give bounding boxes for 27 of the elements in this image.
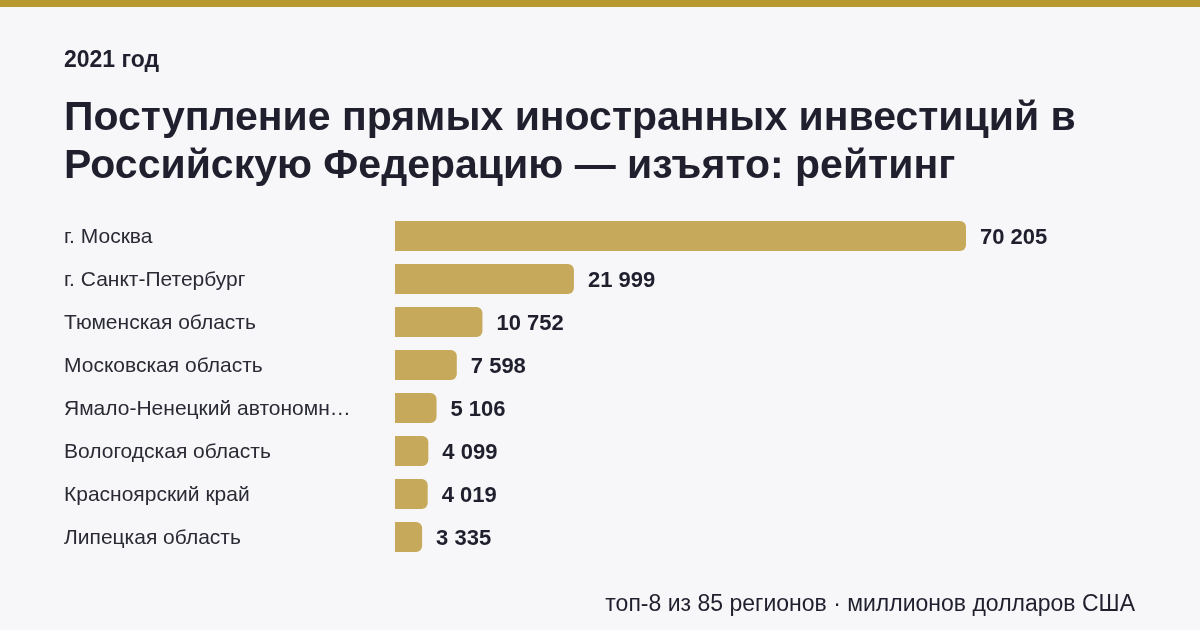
bar — [395, 264, 574, 294]
bar — [395, 479, 428, 509]
data-label: 21 999 — [587, 266, 656, 292]
data-label: 4 019 — [441, 481, 497, 507]
data-label: 7 598 — [470, 352, 526, 378]
y-tick-label: Красноярский край — [64, 481, 250, 505]
data-label: 3 335 — [436, 524, 492, 550]
y-tick-label: Вологодская область — [64, 438, 271, 462]
bar — [395, 393, 437, 423]
bar — [395, 221, 966, 251]
text: топ-8 из 85 регионов · миллионов долларов США — [605, 590, 1135, 617]
chart-title: Поступление прямых иностранных инвестиций в Российскую Федерацию — изъято: рейтинг — [64, 92, 1077, 188]
bar — [395, 307, 483, 337]
data-label: 4 099 — [442, 438, 498, 464]
bar — [395, 522, 423, 552]
y-tick-label: Московская область — [64, 352, 263, 376]
data-label: 5 106 — [450, 395, 506, 421]
y-tick-label: Тюменская область — [64, 309, 256, 333]
y-tick-label: г. Санкт-Петербург — [64, 266, 246, 290]
text: 2021 год — [64, 46, 160, 73]
data-label: 10 752 — [496, 309, 564, 335]
data-label: 70 205 — [980, 223, 1048, 249]
bar — [395, 436, 429, 466]
y-tick-label: г. Москва — [64, 223, 153, 247]
y-tick-label: Липецкая область — [64, 524, 241, 548]
bar — [395, 350, 457, 380]
y-tick-label: Ямало-Ненецкий автономн… — [64, 395, 351, 419]
